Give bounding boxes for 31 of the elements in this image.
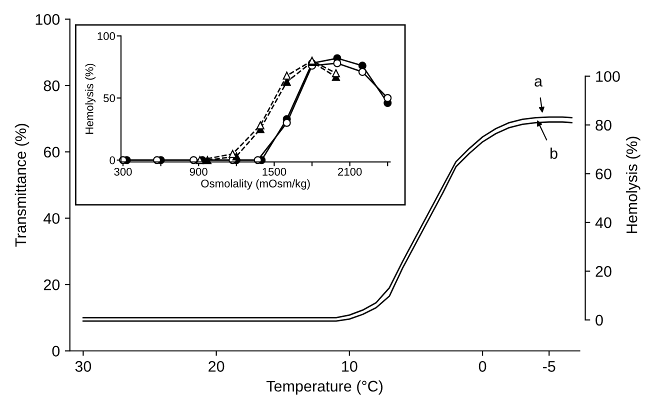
x-tick-label: 30 <box>75 361 92 372</box>
x-tick-label: 300 <box>114 168 132 176</box>
y-tick-label: 0 <box>52 346 60 357</box>
annotation: a <box>534 78 543 87</box>
y-tick-label: 60 <box>44 146 60 158</box>
y-tick-label: 40 <box>44 213 60 224</box>
y2-tick-label: 100 <box>596 71 620 82</box>
y2-tick-label: 20 <box>596 266 612 277</box>
y-axis-title: Hemolysis (%) <box>85 64 96 134</box>
y2-axis-title: Hemolysis (%) <box>626 136 640 234</box>
x-tick-label: 10 <box>342 361 358 372</box>
y-axis-title: Transmittance (%) <box>14 124 30 247</box>
x-tick-label: 0 <box>478 361 486 372</box>
x-tick-label: 1500 <box>262 168 286 176</box>
x-tick-label: -5 <box>542 361 556 372</box>
y-tick-label: 0 <box>110 156 115 164</box>
y-tick-label: 100 <box>36 14 60 25</box>
x-axis-title: Osmolality (mOsm/kg) <box>201 179 310 190</box>
y2-tick-label: 80 <box>596 120 612 131</box>
y-tick-label: 80 <box>44 80 60 92</box>
y2-tick-label: 60 <box>596 168 612 180</box>
x-axis-title: Temperature (°C) <box>266 380 383 395</box>
x-tick-label: 900 <box>190 168 208 176</box>
x-tick-label: 20 <box>208 361 224 372</box>
y-tick-label: 20 <box>44 279 60 290</box>
x-tick-label: 2100 <box>338 168 362 176</box>
annotation: b <box>550 148 558 159</box>
y2-tick-label: 0 <box>596 314 603 326</box>
y-tick-label: 100 <box>98 32 115 40</box>
y2-tick-label: 40 <box>595 217 612 228</box>
y-tick-label: 50 <box>104 94 115 102</box>
